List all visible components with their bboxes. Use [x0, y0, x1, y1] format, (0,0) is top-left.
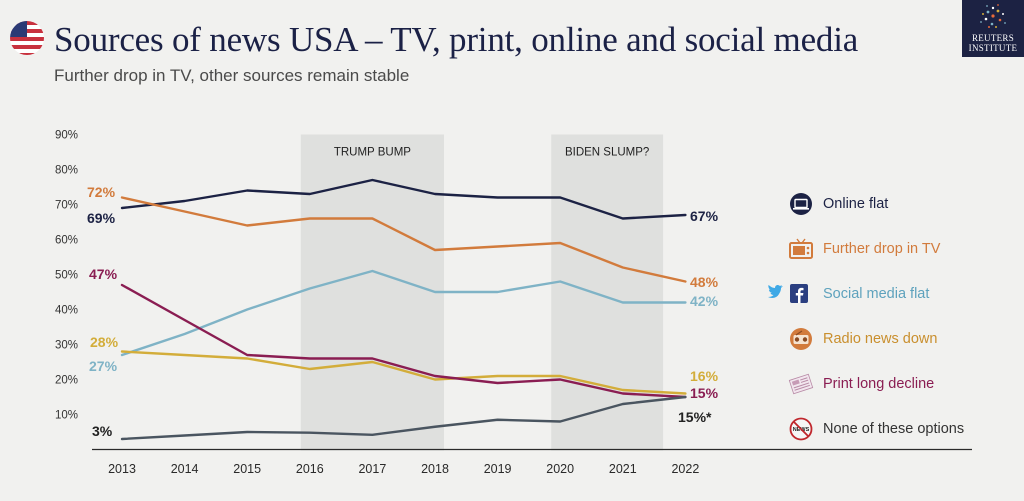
series-start-label-1: 72%	[87, 184, 116, 200]
y-tick-label: 30%	[55, 340, 78, 352]
series-start-label-3: 28%	[90, 334, 119, 350]
legend-label: Print long decline	[823, 376, 935, 392]
series-line-3	[120, 350, 687, 395]
x-tick-label: 2017	[358, 462, 386, 476]
band-label-0: TRUMP BUMP	[334, 147, 411, 159]
band-0	[300, 134, 444, 451]
band-label-1: BIDEN SLUMP?	[565, 147, 649, 159]
y-tick-label: 90%	[55, 130, 78, 142]
x-tick-label: 2016	[296, 462, 324, 476]
twitter-facebook-icon	[766, 282, 814, 306]
laptop-icon	[786, 192, 816, 216]
band-1	[551, 134, 664, 451]
y-tick-label: 50%	[55, 270, 78, 282]
y-tick-label: 10%	[55, 410, 78, 422]
series-line-5	[120, 395, 687, 441]
x-tick-label: 2015	[233, 462, 261, 476]
series-end-label-3: 16%	[690, 368, 719, 384]
page-subtitle: Further drop in TV, other sources remain…	[54, 66, 410, 85]
x-tick-label: 2021	[609, 462, 637, 476]
radio-icon	[786, 327, 816, 351]
series-end-label-1: 48%	[690, 274, 719, 290]
y-tick-label: 80%	[55, 165, 78, 177]
series-start-label-0: 69%	[87, 210, 116, 226]
x-tick-label: 2020	[546, 462, 574, 476]
page-title: Sources of news USA – TV, print, online …	[54, 20, 859, 59]
x-tick-label: 2019	[484, 462, 512, 476]
series-line-2	[120, 269, 687, 357]
y-tick-label: 40%	[55, 305, 78, 317]
tv-icon	[786, 237, 816, 261]
series-line-0	[120, 178, 687, 220]
legend-label: Online flat	[823, 196, 889, 212]
series-start-label-4: 47%	[89, 266, 118, 282]
no-news-icon: NEWS	[786, 417, 816, 441]
x-tick-label: 2022	[671, 462, 699, 476]
series-end-label-0: 67%	[690, 208, 719, 224]
logo-line-1: REUTERS	[971, 33, 1015, 43]
series-end-label-5: 15%*	[678, 409, 712, 425]
y-tick-label: 60%	[55, 235, 78, 247]
x-tick-label: 2013	[108, 462, 136, 476]
legend-label: Further drop in TV	[823, 241, 941, 257]
legend-label: None of these options	[823, 421, 965, 437]
series-line-1	[120, 196, 687, 283]
reuters-institute-logo: REUTERS INSTITUTE	[962, 0, 1024, 57]
series-line-4	[120, 283, 687, 399]
series-start-label-5: 3%	[92, 423, 113, 439]
series-end-label-2: 42%	[690, 293, 719, 309]
newspaper-icon	[786, 372, 816, 396]
legend-label: Radio news down	[823, 331, 938, 347]
y-tick-label: 70%	[55, 200, 78, 212]
us-flag-icon	[10, 21, 44, 55]
x-tick-label: 2014	[171, 462, 199, 476]
series-end-label-4: 15%	[690, 385, 719, 401]
x-tick-label: 2018	[421, 462, 449, 476]
y-tick-label: 20%	[55, 375, 78, 387]
series-start-label-2: 27%	[89, 358, 118, 374]
logo-line-2: INSTITUTE	[968, 43, 1018, 53]
legend-label: Social media flat	[823, 286, 930, 302]
